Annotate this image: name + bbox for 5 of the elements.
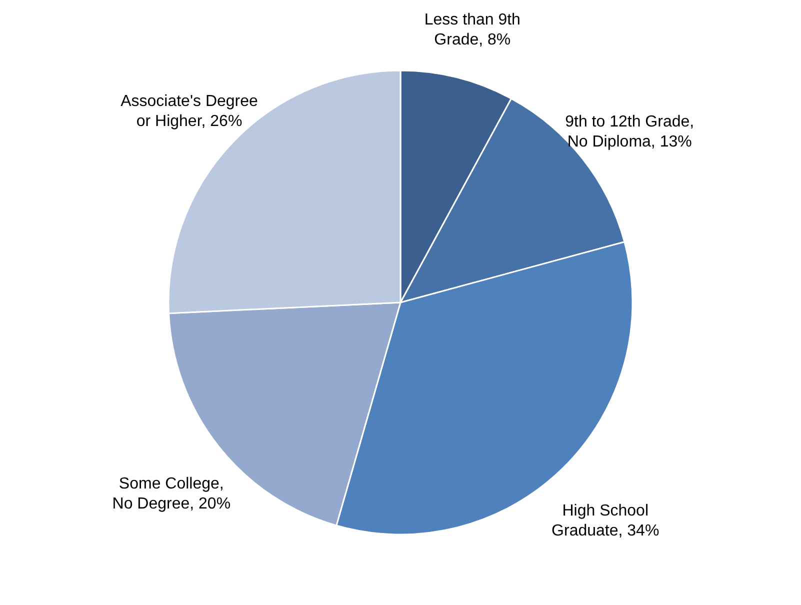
slice-label: High School Graduate, 34%: [552, 502, 660, 540]
slice-label: 9th to 12th Grade, No Diploma, 13%: [565, 113, 694, 150]
slice-label: Associate's Degree or Higher, 26%: [120, 92, 258, 130]
slice-label: Some College, No Degree, 20%: [112, 476, 231, 513]
slice-label: Less than 9th Grade, 8%: [424, 11, 520, 48]
